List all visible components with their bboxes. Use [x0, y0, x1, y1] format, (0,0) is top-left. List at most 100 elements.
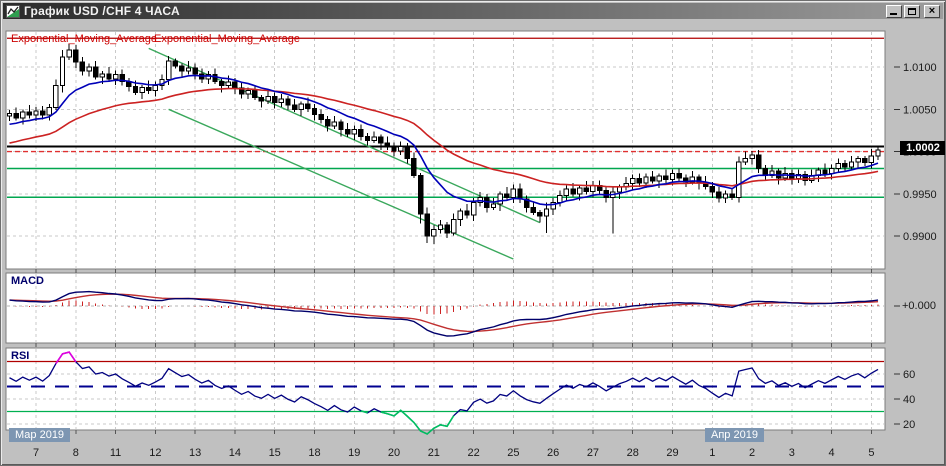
- candle-body: [404, 146, 411, 159]
- date-axis-label: 5: [868, 447, 874, 459]
- candle-body: [311, 107, 318, 115]
- candle-body: [417, 174, 424, 215]
- candle-body: [397, 146, 404, 152]
- date-axis-label: 25: [507, 447, 519, 459]
- candle-body: [742, 157, 749, 163]
- candle-body: [616, 186, 623, 193]
- chart-canvas[interactable]: 7 8 11 12 13 14 15 18 19 20 21 22 25 26 27 28 29 1 2 3 4 51.0…: [1, 19, 946, 466]
- candle-body: [325, 118, 331, 127]
- candle-body: [391, 146, 397, 152]
- candle-body: [716, 191, 722, 199]
- candle-body: [431, 228, 437, 237]
- candle-body: [59, 56, 66, 87]
- candle-body: [119, 74, 125, 82]
- macd-signal-line: [9, 293, 879, 333]
- candle-body: [855, 157, 861, 163]
- candle-body: [437, 224, 444, 230]
- candle-body: [583, 187, 590, 192]
- candle-body: [225, 81, 231, 87]
- maximize-button[interactable]: [904, 4, 920, 18]
- candle-body: [132, 85, 139, 93]
- candle-body: [192, 67, 198, 75]
- candle-body: [272, 96, 278, 104]
- candle-body: [490, 203, 497, 208]
- ema-indicator-label-2: Exponential_Moving_Average: [154, 33, 300, 45]
- ema-fast-line: [9, 74, 879, 206]
- candle-body: [563, 188, 570, 197]
- candle-body: [411, 157, 417, 176]
- candle-body: [364, 135, 371, 142]
- candle-body: [99, 73, 106, 78]
- candle-body: [165, 60, 172, 81]
- candle-body: [285, 98, 291, 106]
- candle-body: [79, 61, 86, 72]
- candle-body: [39, 110, 46, 116]
- date-axis-label: 21: [428, 447, 440, 459]
- candle-body: [112, 74, 119, 80]
- price-axis-label: 0.9900: [903, 231, 937, 243]
- candle-body: [298, 103, 304, 110]
- price-axis-label: 1.0050: [903, 104, 937, 116]
- candle-body: [232, 81, 238, 89]
- candle-body: [523, 198, 530, 208]
- candle-body: [33, 110, 39, 116]
- candle-body: [258, 96, 265, 102]
- month-label-march: Мар 2019: [9, 428, 71, 442]
- candle-body: [709, 185, 715, 193]
- candle-body: [86, 66, 92, 72]
- price-axis-label: 1.0100: [903, 62, 937, 74]
- candle-body: [26, 111, 33, 116]
- candle-body: [729, 193, 735, 198]
- rsi-panel-label: RSI: [11, 350, 30, 362]
- date-axis-label: 11: [110, 447, 121, 459]
- candle-body: [537, 212, 543, 217]
- macd-panel-label: MACD: [11, 275, 44, 287]
- candle-body: [331, 121, 338, 127]
- rsi-overbought-segment: [55, 351, 77, 365]
- date-axis-label: 26: [547, 447, 559, 459]
- candle-body: [378, 136, 384, 144]
- candle-body: [424, 213, 430, 237]
- candle-body: [6, 113, 13, 117]
- date-axis-label: 14: [229, 447, 241, 459]
- close-icon: ×: [928, 4, 936, 17]
- candle-body: [245, 90, 251, 95]
- date-axis-label: 22: [467, 447, 479, 459]
- date-axis-label: 20: [388, 447, 400, 459]
- candle-body: [762, 168, 769, 176]
- candle-body: [636, 178, 643, 184]
- date-axis-label: 8: [73, 447, 79, 459]
- trendline: [168, 108, 514, 260]
- candle-body: [66, 49, 72, 58]
- candle-body: [358, 129, 364, 137]
- candle-body: [444, 224, 450, 234]
- date-axis-label: 19: [348, 447, 360, 459]
- candle-body: [510, 188, 517, 198]
- minimize-button[interactable]: [886, 4, 902, 18]
- candle-body: [848, 161, 855, 168]
- title-bar[interactable]: График USD /CHF 4 ЧАСА ×: [3, 3, 943, 19]
- candle-body: [550, 201, 556, 210]
- candle-body: [278, 98, 285, 104]
- candle-body: [464, 210, 470, 216]
- rsi-oversold-segment: [380, 409, 455, 435]
- candle-body: [755, 154, 762, 170]
- candle-body: [517, 188, 523, 200]
- close-button[interactable]: ×: [924, 4, 940, 18]
- candle-body: [557, 195, 563, 203]
- candle-body: [106, 73, 112, 80]
- candle-body: [318, 113, 324, 120]
- candle-body: [663, 175, 669, 181]
- candle-body: [477, 196, 483, 203]
- candle-body: [749, 154, 755, 159]
- rsi-axis-label: 60: [903, 369, 915, 381]
- candle-body: [291, 104, 298, 110]
- current-price-tag: 1.0002: [900, 141, 945, 155]
- macd-line: [9, 290, 879, 337]
- candle-body: [722, 193, 729, 199]
- candle-body: [689, 176, 696, 183]
- date-axis-label: 12: [149, 447, 161, 459]
- candle-body: [835, 162, 841, 170]
- candle-body: [46, 107, 52, 116]
